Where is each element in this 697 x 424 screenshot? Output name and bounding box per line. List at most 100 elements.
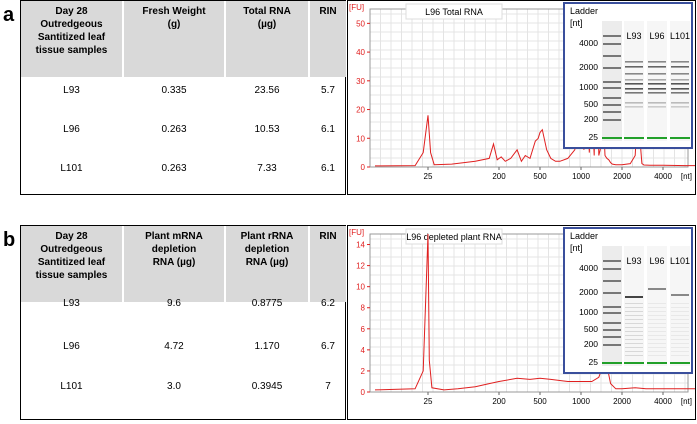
chart-title: L96 depleted plant RNA xyxy=(406,232,502,242)
sample-band xyxy=(625,355,643,356)
sample-band xyxy=(671,311,689,312)
y-tick-label: 4 xyxy=(361,346,366,355)
sample-band xyxy=(625,315,643,316)
sample-band xyxy=(671,315,689,316)
ladder-band xyxy=(603,329,621,331)
marker-band xyxy=(602,362,622,364)
table-cell: 0.263 xyxy=(161,124,187,135)
gel-lane xyxy=(647,21,667,141)
inset-unit: [nt] xyxy=(570,18,583,28)
sample-band xyxy=(648,335,666,336)
sample-band xyxy=(648,311,666,312)
ladder-label: 1000 xyxy=(579,82,598,92)
sample-band xyxy=(625,311,643,312)
sample-band xyxy=(625,351,643,352)
sample-band xyxy=(671,92,689,94)
column-header: Day 28 Outredgeous Santitized leaf tissu… xyxy=(21,1,122,77)
sample-band xyxy=(648,88,666,90)
sample-band xyxy=(648,83,666,85)
table-cell: 5.7 xyxy=(321,85,335,96)
sample-band xyxy=(671,102,689,104)
x-tick-label: 200 xyxy=(492,172,506,181)
x-tick-label: 4000 xyxy=(654,172,672,181)
ladder-band xyxy=(603,322,621,324)
ladder-band xyxy=(603,55,621,57)
gel-lane xyxy=(624,21,644,141)
sample-band xyxy=(648,351,666,352)
ladder-label: 25 xyxy=(589,132,599,142)
table-cell: 3.0 xyxy=(167,381,181,392)
x-axis-label: [nt] xyxy=(681,172,692,181)
sample-band xyxy=(671,73,689,75)
ladder-band xyxy=(603,336,621,338)
column-header: RIN xyxy=(310,1,346,77)
inset-title: Ladder xyxy=(570,6,598,16)
sample-band xyxy=(625,335,643,336)
x-tick-label: 25 xyxy=(424,397,433,406)
sample-band xyxy=(671,331,689,332)
table-cell: 4.72 xyxy=(164,341,184,352)
sample-band xyxy=(648,355,666,356)
marker-band xyxy=(670,362,690,364)
table-cell: L93 xyxy=(63,298,80,309)
sample-band xyxy=(671,294,689,296)
table-cell: 6.2 xyxy=(321,298,335,309)
ladder-label: 500 xyxy=(584,324,598,334)
sample-band xyxy=(648,102,666,104)
ladder-label: 25 xyxy=(589,357,599,367)
ladder-band xyxy=(603,97,621,99)
sample-band xyxy=(648,66,666,68)
marker-band xyxy=(624,362,644,364)
sample-band xyxy=(671,339,689,340)
title-background xyxy=(405,3,503,20)
ladder-label: 200 xyxy=(584,114,598,124)
chart-title-box: L96 depleted plant RNA xyxy=(405,228,503,245)
ladder-band xyxy=(603,312,621,314)
sample-band xyxy=(648,61,666,63)
table-cell: 0.8775 xyxy=(251,298,283,309)
sample-band xyxy=(671,66,689,68)
sample-band xyxy=(671,61,689,63)
ladder-band xyxy=(603,260,621,262)
y-tick-label: 12 xyxy=(356,262,365,271)
sample-band xyxy=(648,315,666,316)
sample-band xyxy=(625,343,643,344)
table-cell: L96 xyxy=(63,341,80,352)
marker-band xyxy=(647,362,667,364)
y-tick-label: 30 xyxy=(356,77,365,86)
ladder-band xyxy=(603,292,621,294)
table-cell: 6.1 xyxy=(321,163,335,174)
column-header: Plant mRNA depletion RNA (µg) xyxy=(124,226,224,302)
x-tick-label: 500 xyxy=(533,172,547,181)
panel-b: b Day 28 Outredgeous Santitized leaf tis… xyxy=(0,225,697,421)
y-tick-label: 6 xyxy=(361,325,366,334)
table-cell: L101 xyxy=(60,163,83,174)
x-tick-label: 1000 xyxy=(572,397,590,406)
sample-band xyxy=(625,92,643,94)
inset-title: Ladder xyxy=(570,231,598,241)
x-tick-label: 1000 xyxy=(572,172,590,181)
table-cell: 7.33 xyxy=(257,163,277,174)
sample-band xyxy=(671,303,689,304)
y-tick-label: 50 xyxy=(356,19,365,28)
table-cell: 0.3945 xyxy=(251,381,283,392)
sample-band xyxy=(671,79,689,81)
ladder-band xyxy=(603,35,621,37)
lane-label: L93 xyxy=(626,31,641,41)
table-cell: 6.1 xyxy=(321,124,335,135)
sample-band xyxy=(648,319,666,320)
sample-band xyxy=(671,347,689,348)
sample-band xyxy=(648,73,666,75)
y-tick-label: 40 xyxy=(356,48,365,57)
sample-band xyxy=(648,323,666,324)
table-cell: L96 xyxy=(63,124,80,135)
column-header: Total RNA (µg) xyxy=(226,1,308,77)
sample-band xyxy=(671,319,689,320)
table-cell: 0.335 xyxy=(161,85,187,96)
panel-a: a Day 28 Outredgeous Santitized leaf tis… xyxy=(0,0,697,196)
data-table: Day 28 Outredgeous Santitized leaf tissu… xyxy=(20,0,346,195)
ladder-band xyxy=(603,268,621,270)
x-tick-label: 25 xyxy=(424,172,433,181)
column-header: Fresh Weight (g) xyxy=(124,1,224,77)
lane-label: L93 xyxy=(626,256,641,266)
